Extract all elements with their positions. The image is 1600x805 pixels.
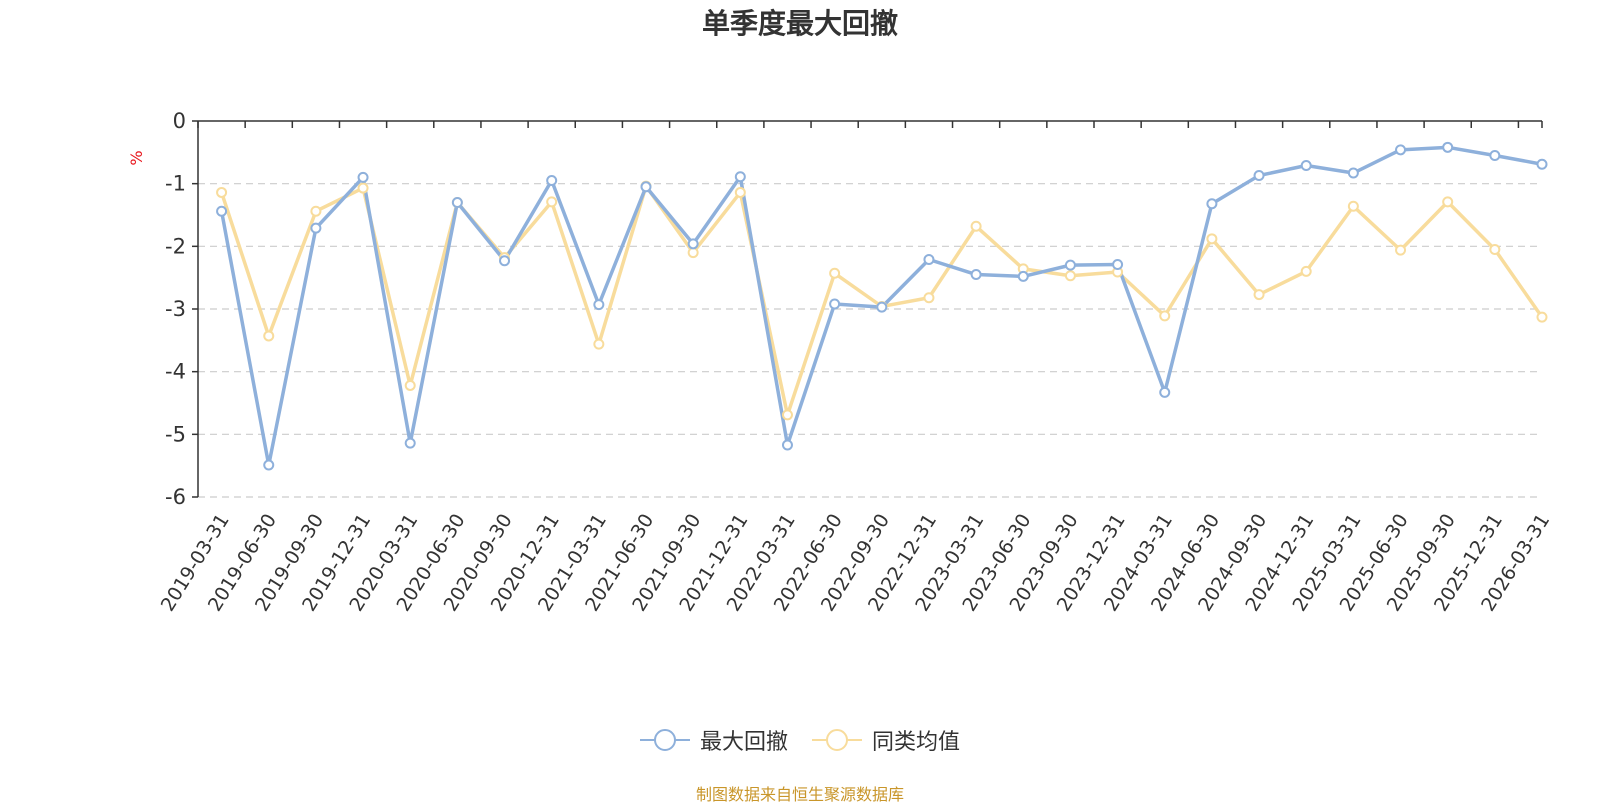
legend-item-series-1[interactable]: 同类均值 <box>812 724 960 756</box>
data-point <box>216 205 228 217</box>
data-point <box>1206 233 1218 245</box>
series-line-1 <box>219 184 1544 417</box>
data-point <box>499 255 511 267</box>
y-axis-label: % <box>127 150 146 165</box>
data-point <box>1017 270 1029 282</box>
y-tick-label: -6 <box>165 485 186 509</box>
data-point <box>1442 141 1454 153</box>
y-tick-label: -1 <box>165 172 186 196</box>
data-point <box>970 220 982 232</box>
grid-lines <box>198 183 1542 498</box>
legend-marker-icon <box>639 729 690 751</box>
data-point <box>404 437 416 449</box>
data-point <box>310 205 322 217</box>
data-point <box>640 181 652 193</box>
data-point <box>781 409 793 421</box>
data-point <box>829 267 841 279</box>
data-point <box>1112 259 1124 271</box>
data-point <box>876 301 888 313</box>
data-point <box>1347 200 1359 212</box>
data-point <box>734 186 746 198</box>
data-point <box>1300 265 1312 277</box>
data-point <box>1159 386 1171 398</box>
data-point <box>734 171 746 183</box>
data-point <box>357 171 369 183</box>
data-point <box>687 238 699 250</box>
data-point <box>216 186 228 198</box>
data-point <box>970 269 982 281</box>
data-point <box>1489 149 1501 161</box>
data-point <box>1395 144 1407 156</box>
data-point <box>1347 167 1359 179</box>
data-point <box>546 175 558 187</box>
data-point <box>1064 270 1076 282</box>
data-point <box>781 439 793 451</box>
data-point <box>593 338 605 350</box>
data-point <box>593 299 605 311</box>
data-point <box>1300 159 1312 171</box>
data-point <box>451 196 463 208</box>
data-point <box>1253 170 1265 182</box>
y-tick-label: -5 <box>165 422 186 446</box>
source-note: 制图数据来自恒生聚源数据库 <box>695 785 904 804</box>
legend-label: 最大回撤 <box>699 730 788 755</box>
data-point <box>263 459 275 471</box>
legend-item-series-0[interactable]: 最大回撤 <box>639 724 788 756</box>
chart-title: 单季度最大回撤 <box>701 7 898 40</box>
legend: 最大回撤 同类均值 <box>0 720 1600 760</box>
series <box>216 141 1548 471</box>
data-point <box>1536 311 1548 323</box>
y-tick-label: -2 <box>165 234 186 258</box>
data-point <box>310 222 322 234</box>
data-point <box>546 196 558 208</box>
data-point <box>1064 259 1076 271</box>
data-point <box>357 182 369 194</box>
y-tick-label: 0 <box>173 109 186 133</box>
data-point <box>1159 310 1171 322</box>
data-point <box>1253 289 1265 301</box>
legend-label: 同类均值 <box>872 730 961 755</box>
data-point <box>1442 196 1454 208</box>
data-point <box>1395 244 1407 256</box>
legend-marker-icon <box>812 729 862 751</box>
y-tick-label: -4 <box>165 360 186 384</box>
data-point <box>404 379 416 391</box>
y-tick-label: -3 <box>165 297 186 321</box>
data-point <box>1206 198 1218 210</box>
data-point <box>263 330 275 342</box>
data-point <box>687 247 699 259</box>
data-point <box>1489 243 1501 255</box>
data-point <box>1536 158 1548 170</box>
data-point <box>923 292 935 304</box>
data-point <box>923 253 935 265</box>
data-point <box>829 298 841 310</box>
